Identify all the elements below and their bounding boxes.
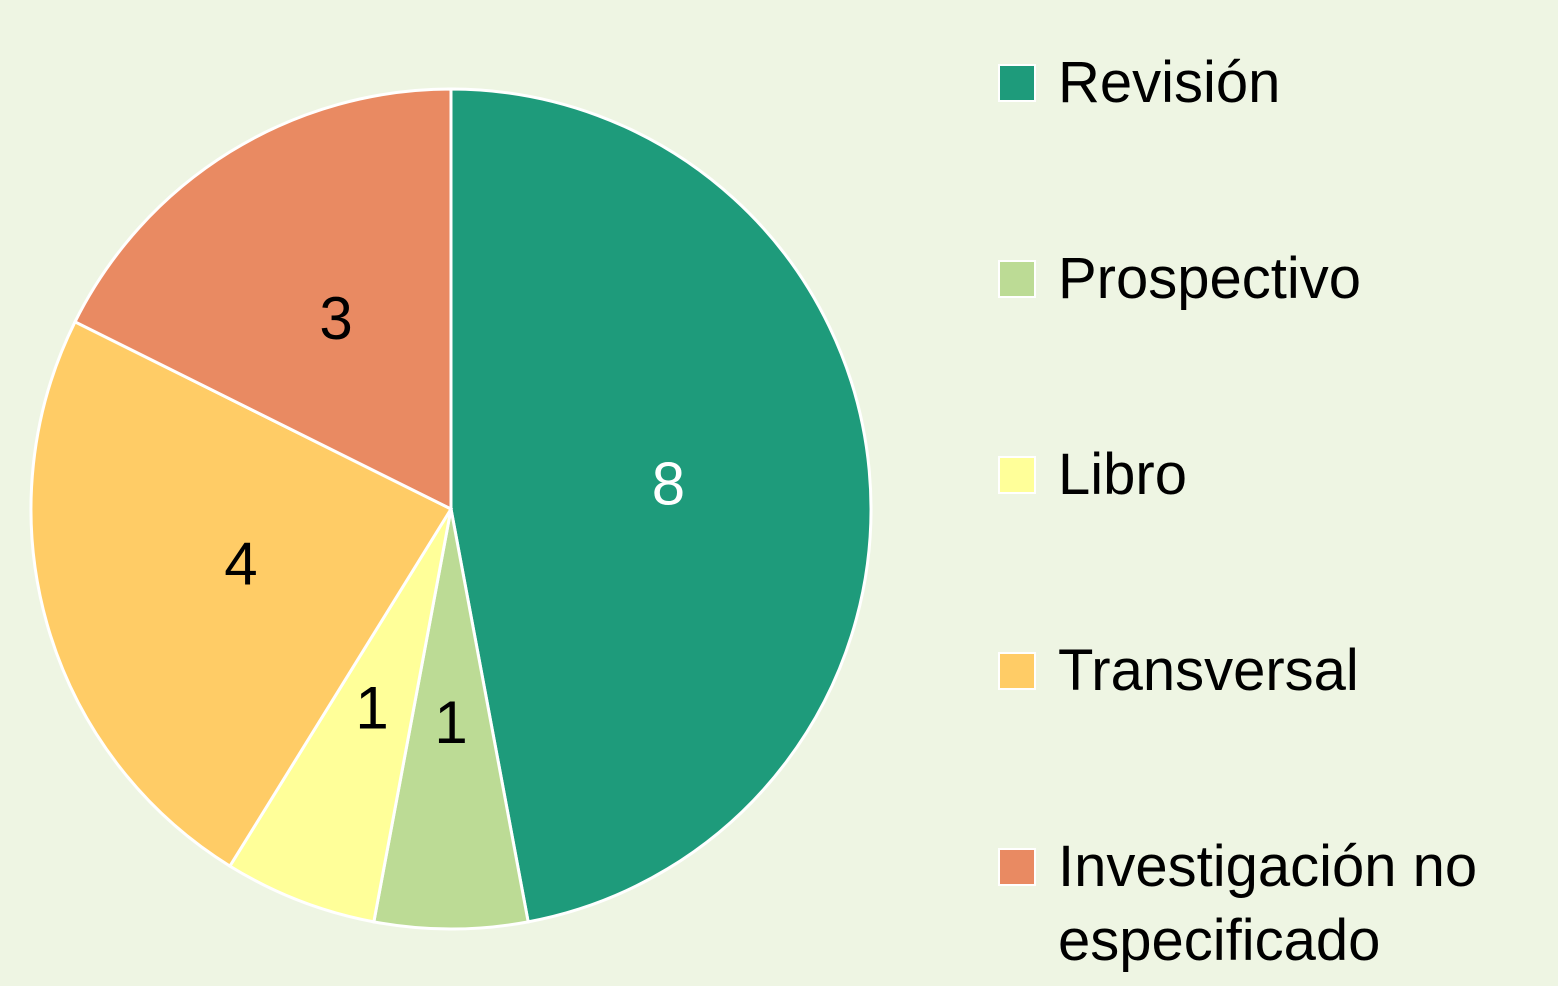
pie-slice (227, 508, 453, 924)
data-label: 3 (319, 285, 352, 352)
data-label: 1 (434, 689, 467, 756)
legend-label: Libro (1058, 442, 1187, 507)
pie-slice (372, 508, 530, 931)
legend-swatch (998, 652, 1036, 690)
legend-item: Investigación no especificado (998, 830, 1548, 978)
legend-label: Prospectivo (1058, 246, 1362, 311)
data-label: 1 (355, 674, 388, 741)
legend-item: Prospectivo (998, 242, 1548, 316)
legend-swatch (998, 64, 1036, 102)
legend-swatch (998, 456, 1036, 494)
legend-swatch (998, 260, 1036, 298)
pie-slice (449, 87, 873, 924)
legend-item: Transversal (998, 634, 1548, 708)
legend-label: Revisión (1058, 50, 1281, 115)
data-label: 8 (652, 451, 685, 518)
legend-label: Investigación no especificado (1058, 834, 1478, 973)
chart: 8 11 4 3 (29, 87, 873, 931)
legend-item: Libro (998, 438, 1548, 512)
legend-swatch (998, 848, 1036, 886)
data-label: 4 (224, 531, 257, 598)
legend-label: Transversal (1058, 638, 1359, 703)
legend-item: Revisión (998, 46, 1548, 120)
pie-slice (73, 87, 453, 512)
